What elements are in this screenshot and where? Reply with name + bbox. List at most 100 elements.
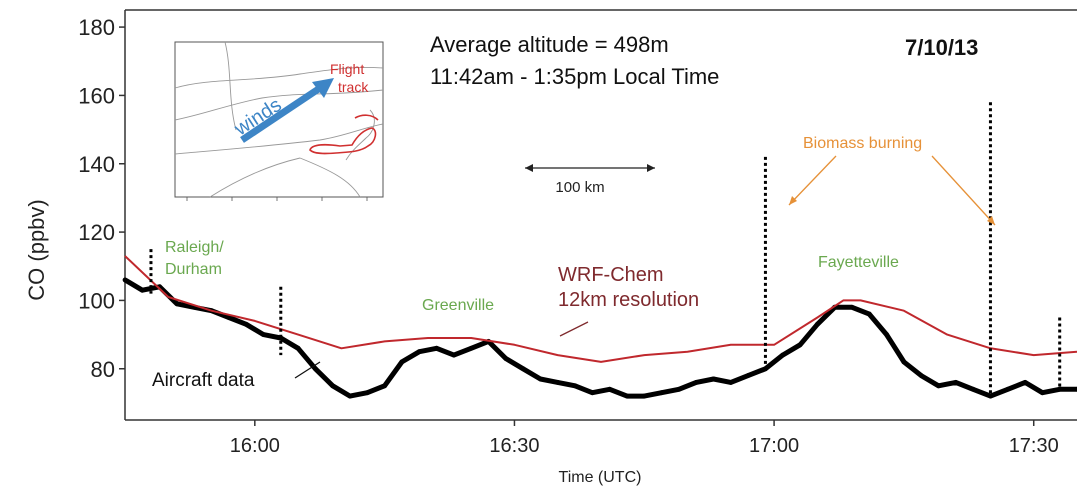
annotation-fayetteville: Fayetteville	[818, 254, 899, 271]
wrf-pointer	[559, 321, 589, 337]
aircraft-data-point	[676, 386, 682, 392]
aircraft-data-point	[953, 380, 959, 385]
scale-bar-arrow-right	[647, 164, 655, 172]
aircraft-data-point	[970, 386, 976, 392]
biomass-arrowhead-left	[789, 196, 797, 205]
aircraft-data-line	[123, 277, 1077, 399]
x-tick-label: 16:30	[489, 435, 539, 457]
flight-track-label-line1: Flight	[330, 61, 364, 77]
aircraft-data-point	[589, 390, 595, 396]
aircraft-data-point	[1005, 386, 1011, 392]
aircraft-data-point	[936, 383, 941, 389]
winds-arrow-head	[312, 78, 334, 98]
x-tick-label: 16:00	[230, 435, 280, 457]
aircraft-data-point	[503, 356, 509, 361]
aircraft-data-point	[364, 390, 370, 396]
aircraft-data-point	[434, 345, 439, 351]
aircraft-data-point	[226, 315, 232, 320]
aircraft-data-point	[572, 383, 578, 389]
aircraft-data-point	[139, 287, 145, 293]
aircraft-data-point	[555, 380, 561, 385]
series-layer	[122, 255, 1077, 399]
aircraft-data-point	[382, 383, 388, 389]
annotation-aircraft-data: Aircraft data	[152, 370, 255, 391]
inset-border-5	[299, 157, 361, 198]
x-tick-label: 17:30	[1009, 435, 1059, 457]
aircraft-data-point	[849, 304, 855, 310]
inset-border-1	[174, 67, 384, 89]
aircraft-data-point	[330, 383, 336, 389]
annotation-durham: Durham	[165, 261, 222, 278]
inset-map-borders	[174, 41, 384, 198]
aircraft-data-point	[711, 376, 716, 382]
annotation-biomass-burning: Biomass burning	[803, 135, 922, 152]
inset-border-3	[174, 123, 384, 155]
inset-border-4	[209, 157, 301, 198]
scale-bar-label: 100 km	[555, 179, 604, 196]
y-tick-label: 100	[78, 288, 115, 313]
aircraft-data-point	[728, 380, 734, 385]
aircraft-data-point	[399, 359, 405, 365]
x-ticks: 16:00 16:30 17:00 17:30	[230, 420, 1059, 457]
scale-bar-arrow-left	[525, 164, 533, 172]
aircraft-data-point	[693, 380, 699, 385]
aircraft-pointer	[294, 361, 321, 379]
aircraft-data-point	[295, 345, 301, 351]
aircraft-data-point	[641, 393, 647, 399]
x-axis-label: Time (UTC)	[559, 469, 642, 486]
y-tick-label: 120	[78, 220, 115, 245]
inset-border-2	[174, 89, 384, 121]
annotation-pointers	[294, 155, 996, 379]
aircraft-data-point	[261, 332, 266, 337]
plot-frame	[124, 9, 1077, 421]
annotation-resolution: 12km resolution	[558, 289, 699, 311]
aircraft-data-point	[416, 349, 422, 355]
time-info: 11:42am - 1:35pm Local Time	[430, 64, 719, 89]
date-label: 7/10/13	[905, 35, 978, 60]
aircraft-data-point	[659, 390, 664, 396]
scale-bar: 100 km	[525, 164, 655, 196]
y-tick-label: 160	[78, 83, 115, 108]
aircraft-data-point	[901, 359, 907, 365]
y-axis-label: CO (ppbv)	[24, 199, 49, 300]
winds-arrow	[240, 78, 334, 143]
annotation-wrf-chem: WRF-Chem	[558, 264, 664, 286]
aircraft-data-point	[624, 393, 630, 399]
aircraft-data-point	[780, 352, 786, 358]
aircraft-data-point	[538, 376, 543, 382]
annotation-raleigh: Raleigh/	[165, 239, 224, 256]
aircraft-data-point	[122, 277, 128, 283]
inset-map-ticks	[186, 197, 368, 201]
aircraft-data-point	[174, 301, 180, 307]
aircraft-data-point	[313, 366, 318, 372]
x-tick-label: 17:00	[749, 435, 799, 457]
aircraft-data-point	[866, 311, 872, 317]
altitude-info: Average altitude = 498m	[430, 32, 669, 57]
aircraft-data-point	[1039, 390, 1045, 396]
aircraft-data-point	[243, 321, 249, 327]
aircraft-data-point	[468, 345, 474, 351]
aircraft-data-point	[918, 373, 924, 378]
aircraft-data-point	[797, 342, 803, 348]
inset-border-6	[224, 41, 237, 131]
flight-track-path	[309, 114, 379, 155]
inset-map: winds Flight track	[174, 41, 384, 201]
biomass-pointer-left	[788, 155, 837, 206]
aircraft-data-point	[347, 393, 353, 399]
flight-track-label-line2: track	[338, 79, 369, 95]
biomass-arrowhead-right	[987, 216, 995, 225]
annotation-greenville: Greenville	[422, 297, 494, 314]
aircraft-data-point	[814, 321, 820, 327]
wrf-chem-line	[124, 255, 1077, 363]
aircraft-data-point	[745, 373, 751, 378]
aircraft-data-point	[451, 352, 457, 358]
spike-layer	[149, 102, 1062, 397]
y-ticks: 80 100 120 140 160 180	[78, 15, 125, 382]
aircraft-data-point	[1057, 386, 1063, 392]
biomass-pointer-right	[931, 155, 996, 226]
y-tick-label: 180	[78, 15, 115, 40]
winds-arrow-shaft	[240, 85, 322, 143]
aircraft-data-point	[607, 386, 613, 392]
aircraft-data-point	[520, 366, 526, 372]
